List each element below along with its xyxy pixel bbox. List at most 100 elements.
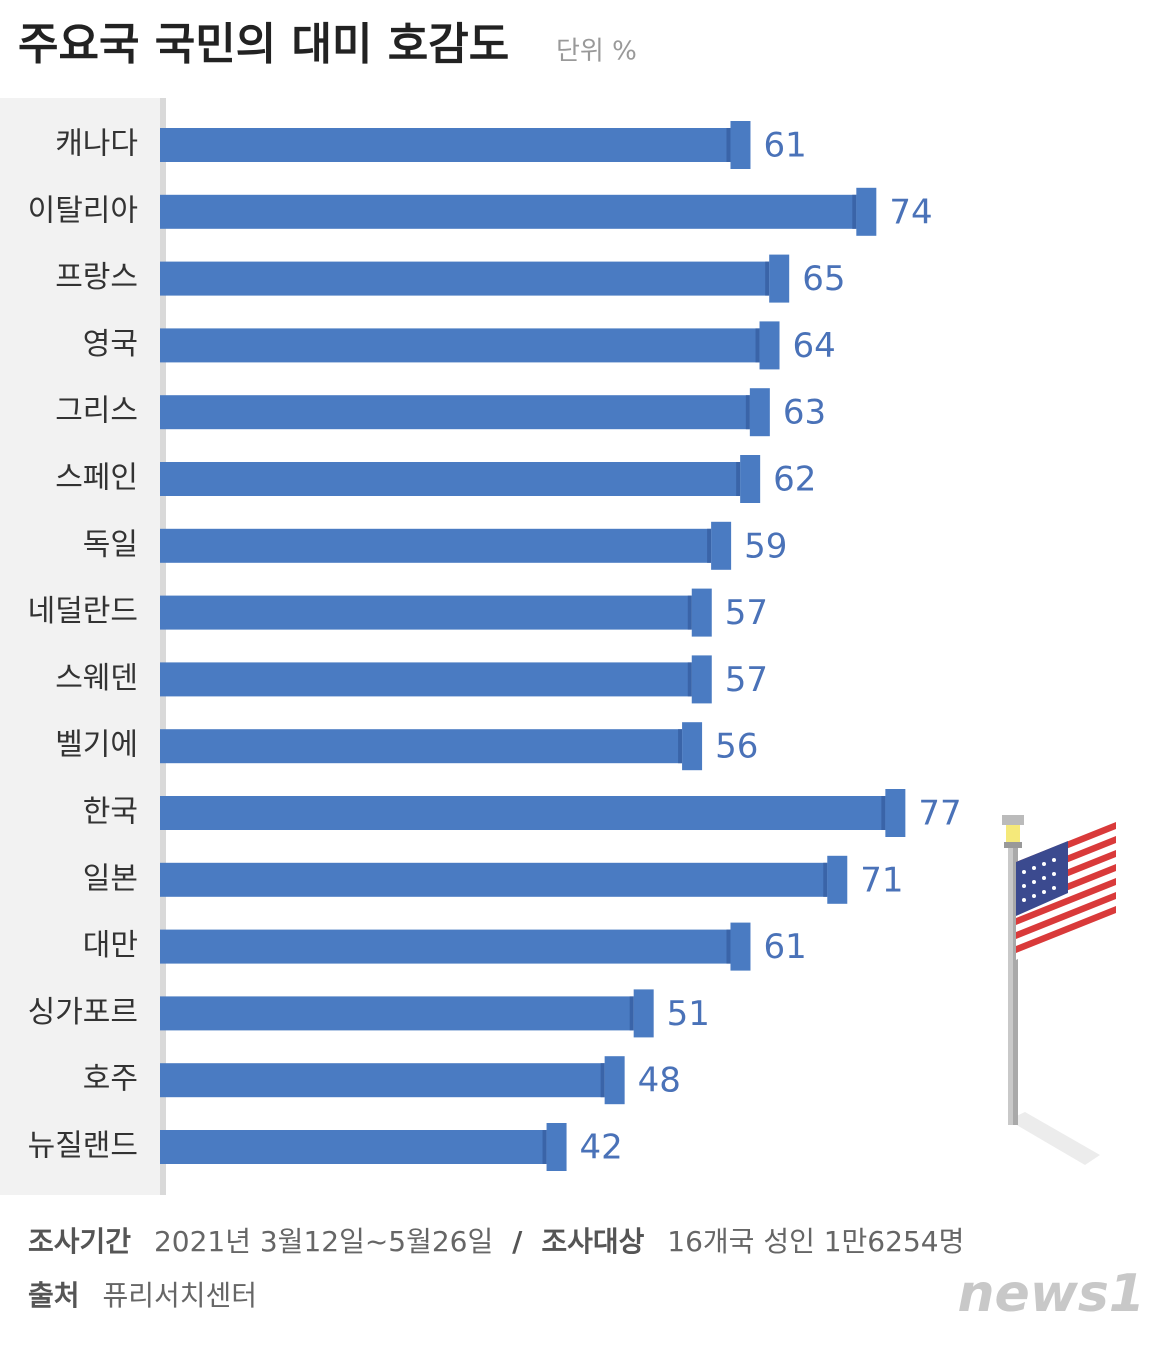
label-panel [0, 98, 160, 1195]
category-label: 벨기에 [55, 728, 138, 763]
value-label: 74 [889, 192, 932, 232]
bar [160, 655, 712, 704]
bar-cap [740, 455, 761, 503]
bar [160, 922, 751, 971]
bar-shade [726, 929, 731, 964]
category-label: 호주 [83, 1062, 138, 1097]
bar-cap [749, 388, 770, 437]
bar-cap [691, 588, 712, 637]
value-label: 62 [773, 460, 816, 500]
period: 2021년 3월12일~5월26일 [154, 1225, 493, 1258]
bar-body [160, 862, 828, 897]
bar-cap [730, 922, 751, 971]
bar [160, 1123, 567, 1171]
value-label: 59 [744, 526, 787, 566]
bar-shade [629, 996, 634, 1031]
bar-cap [633, 989, 654, 1038]
bar-body [160, 528, 712, 563]
bar-shade [600, 1063, 605, 1098]
bar-cap [885, 789, 906, 837]
bar-cap [759, 321, 780, 370]
axis-line [160, 98, 166, 1195]
bar [160, 187, 877, 236]
bar-body [160, 1063, 605, 1098]
bar-body [160, 128, 731, 162]
logo: news1 [958, 1264, 1145, 1324]
bar-shade [823, 862, 828, 897]
value-label: 61 [763, 126, 806, 166]
source-label: 출처 [28, 1279, 80, 1312]
bar-cap [682, 722, 703, 771]
bar-body [160, 796, 886, 830]
category-label: 대만 [83, 928, 138, 963]
value-label: 61 [763, 927, 806, 967]
bar [160, 855, 848, 904]
bar-cap [856, 187, 877, 236]
period-label: 조사기간 [28, 1225, 131, 1258]
footer-line: 조사기간 2021년 3월12일~5월26일 / 조사대상 16개국 성인 1만… [28, 1225, 964, 1258]
value-label: 65 [802, 259, 845, 299]
bar-body [160, 595, 692, 630]
bar-shade [755, 328, 760, 363]
category-label: 캐나다 [55, 127, 138, 162]
value-label: 57 [725, 593, 768, 633]
footer-line: 출처 퓨리서치센터 [28, 1279, 257, 1312]
category-label: 싱가포르 [28, 995, 138, 1030]
bar-body [160, 729, 683, 764]
bar-cap [711, 521, 732, 570]
target: 16개국 성인 1만6254명 [667, 1225, 964, 1258]
bar-body [160, 929, 731, 964]
bar-shade [745, 395, 750, 430]
bar [160, 455, 761, 503]
bar-shade [542, 1130, 547, 1164]
bar-cap [730, 121, 751, 169]
category-label: 일본 [83, 861, 138, 896]
chart-title: 주요국 국민의 대미 호감도 [18, 19, 509, 70]
bar [160, 588, 712, 637]
unit-label: 단위 % [556, 37, 637, 67]
bar-shade [852, 194, 857, 229]
bar-body [160, 261, 770, 296]
footer: 조사기간 2021년 3월12일~5월26일 / 조사대상 16개국 성인 1만… [28, 1225, 964, 1312]
bar-body [160, 194, 857, 229]
bar-shade [707, 528, 712, 563]
bar-cap [769, 254, 790, 303]
flag-illustration [1002, 815, 1116, 1165]
bar-body [160, 996, 634, 1031]
target-label: 조사대상 [541, 1225, 644, 1258]
bar-shade [881, 796, 886, 830]
bar-body [160, 1130, 547, 1164]
category-label: 그리스 [55, 394, 138, 429]
bar [160, 989, 654, 1038]
bar-body [160, 462, 741, 496]
bar [160, 388, 770, 437]
bar-body [160, 328, 760, 363]
source: 퓨리서치센터 [102, 1279, 257, 1312]
bar-cap [827, 855, 848, 904]
bar-cap [546, 1123, 567, 1171]
bar [160, 1056, 625, 1105]
value-label: 42 [580, 1128, 623, 1168]
category-label: 이탈리아 [28, 193, 138, 228]
bar [160, 789, 906, 837]
category-label: 네덜란드 [28, 594, 138, 629]
category-label: 프랑스 [55, 260, 138, 295]
bar [160, 254, 790, 303]
bar [160, 722, 703, 771]
bar-shade [687, 595, 692, 630]
category-label: 뉴질랜드 [28, 1129, 138, 1164]
bar [160, 121, 751, 169]
bar-shade [687, 662, 692, 697]
value-label: 71 [860, 860, 903, 900]
value-label: 64 [793, 326, 836, 366]
bar-body [160, 395, 750, 430]
value-label: 56 [715, 727, 758, 767]
category-label: 독일 [83, 527, 138, 562]
category-label: 영국 [83, 327, 138, 362]
bar-shade [678, 729, 683, 764]
bar-shade [765, 261, 770, 296]
bar [160, 521, 732, 570]
separator: / [512, 1225, 523, 1258]
